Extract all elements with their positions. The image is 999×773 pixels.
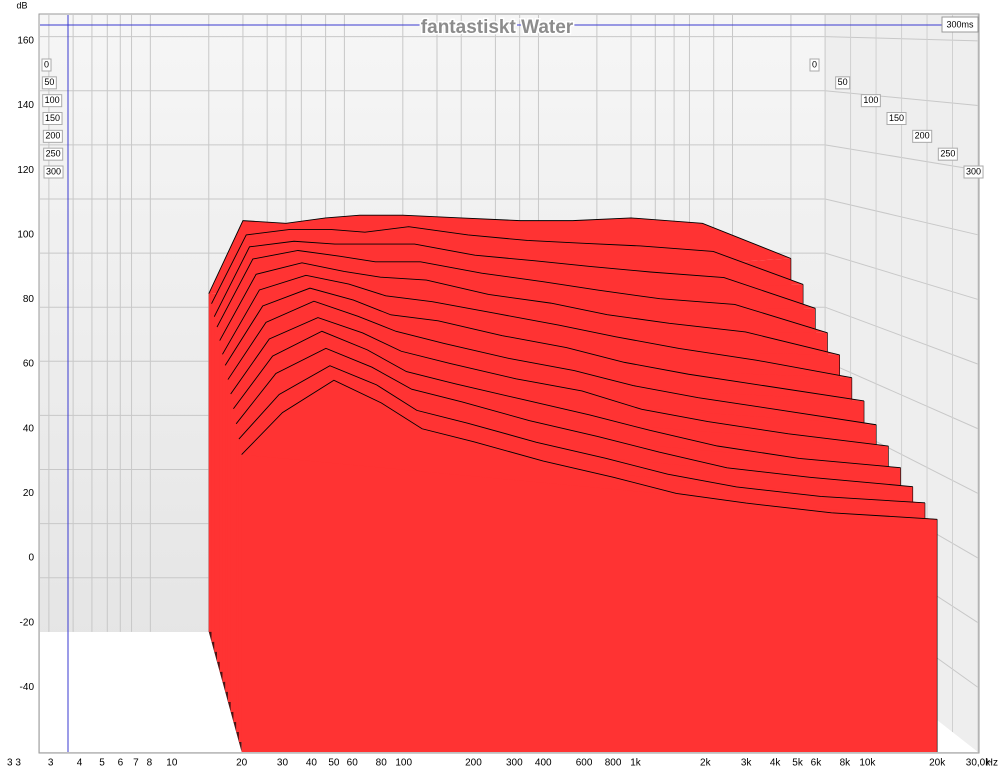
- time-tick-box: [43, 147, 64, 161]
- y-tick-label: 40: [23, 423, 35, 434]
- y-tick-label: 140: [17, 100, 34, 111]
- time-tick-box: [42, 94, 63, 108]
- time-tick-box: [860, 94, 881, 108]
- slice-line: [230, 317, 889, 447]
- time-label-box: [941, 16, 979, 33]
- time-tick-box: [886, 112, 907, 125]
- x-tick-label: 80: [376, 758, 388, 769]
- x-tick-label: 8: [147, 758, 153, 769]
- chart-title: fantastiskt Water: [421, 17, 574, 38]
- time-tick-box: [42, 129, 63, 143]
- y-tick-label: 20: [23, 488, 35, 499]
- slice-line: [241, 379, 938, 520]
- x-tick-label: 1k: [630, 758, 642, 769]
- time-tick-label: 250: [46, 149, 61, 159]
- y-tick-label: 160: [17, 36, 34, 47]
- labels: fantastiskt Water dB Hz 3 3 300ms -40 -20…: [7, 0, 998, 768]
- time-tick-label: 100: [45, 95, 60, 105]
- x-tick-label: 800: [605, 758, 622, 769]
- x-tick-label: 10: [166, 758, 178, 769]
- time-tick-box: [41, 58, 52, 72]
- y-axis-label: dB: [16, 0, 27, 10]
- x-tick-label: 400: [535, 758, 552, 769]
- slice-base: [241, 454, 938, 752]
- x-tick-label: 3: [48, 758, 54, 769]
- time-tick-label: 100: [863, 95, 878, 105]
- x-tick-label: 6: [118, 758, 124, 769]
- time-tick-label: 50: [44, 77, 54, 87]
- time-tick-box: [41, 76, 57, 90]
- time-tick-box: [42, 112, 63, 125]
- x-tick-label: 8k: [840, 758, 852, 769]
- x-tick-label: 600: [576, 758, 593, 769]
- time-tick-label: 200: [915, 131, 930, 141]
- x-tick-label: 40: [306, 758, 318, 769]
- x-tick-label: 30,0k: [966, 758, 991, 769]
- time-tick-label: 150: [889, 113, 904, 123]
- x-tick-label: 10k: [859, 758, 876, 769]
- y-tick-label: 120: [17, 165, 34, 176]
- time-tick-label: 0: [44, 59, 49, 69]
- time-tick-label: 0: [812, 59, 817, 69]
- x-tick-label: 7: [133, 758, 139, 769]
- x-start-label: 3 3: [7, 758, 21, 769]
- x-tick-label: 3k: [741, 758, 753, 769]
- x-tick-label: 5k: [792, 758, 804, 769]
- time-label: 300ms: [946, 19, 974, 29]
- time-tick-box: [43, 165, 64, 179]
- x-tick-label: 300: [506, 758, 523, 769]
- x-tick-label: 30: [277, 758, 289, 769]
- time-tick-box: [963, 165, 984, 179]
- x-tick-label: 6k: [811, 758, 823, 769]
- x-tick-label: 100: [395, 758, 412, 769]
- time-tick-label: 300: [966, 166, 981, 176]
- time-tick-box: [835, 76, 851, 90]
- y-tick-label: 60: [23, 359, 35, 370]
- x-tick-label: 4: [77, 758, 83, 769]
- time-tick-label: 150: [45, 113, 60, 123]
- time-tick-label: 50: [838, 77, 848, 87]
- x-axis-label: Hz: [986, 758, 998, 769]
- x-tick-label: 50: [328, 758, 340, 769]
- x-tick-label: 20: [236, 758, 248, 769]
- slice-line: [227, 300, 877, 426]
- x-tick-label: 5: [99, 758, 105, 769]
- time-tick-label: 250: [940, 149, 955, 159]
- time-tick-box: [912, 129, 933, 143]
- y-tick-label: -40: [20, 682, 35, 693]
- y-tick-label: 80: [23, 294, 35, 305]
- y-tick-label: -20: [20, 617, 35, 628]
- x-tick-label: 20k: [929, 758, 946, 769]
- x-tick-label: 200: [465, 758, 482, 769]
- time-tick-box: [937, 147, 958, 161]
- y-tick-label: 100: [17, 229, 34, 240]
- waterfall: [208, 214, 938, 752]
- time-tick-label: 300: [46, 166, 61, 176]
- x-tick-label: 4k: [770, 758, 782, 769]
- time-tick-box: [809, 58, 820, 72]
- plot-frame: [38, 13, 980, 754]
- x-tick-label: 2k: [700, 758, 712, 769]
- x-tick-label: 60: [347, 758, 359, 769]
- time-tick-label: 200: [45, 131, 60, 141]
- y-tick-label: 0: [28, 553, 34, 564]
